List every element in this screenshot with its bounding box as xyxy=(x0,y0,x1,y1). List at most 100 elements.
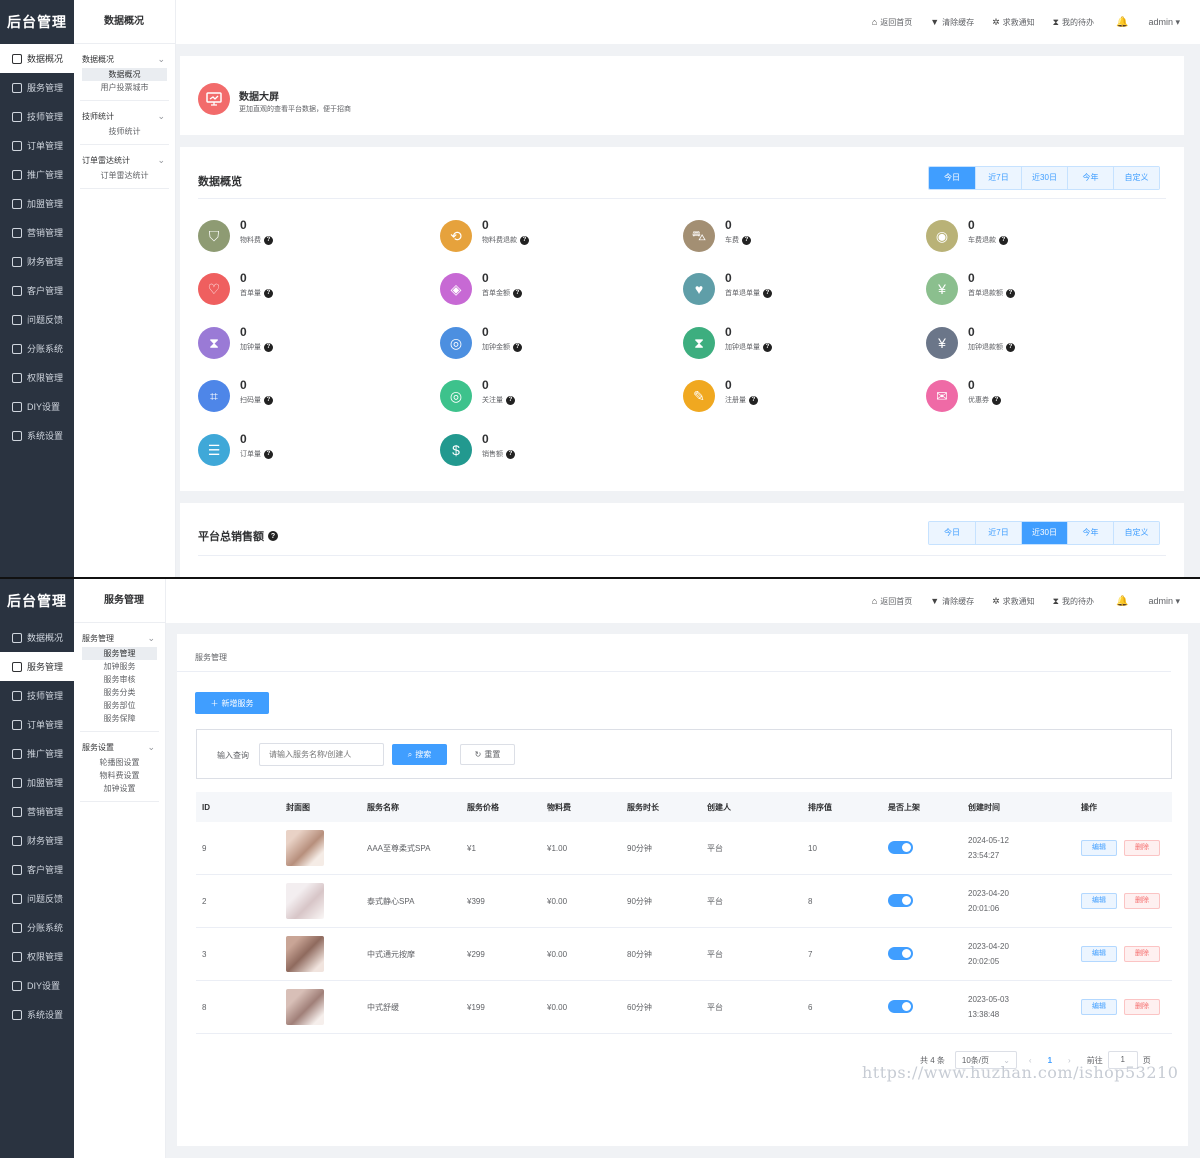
edit-button[interactable]: 编辑 xyxy=(1081,946,1117,962)
tab-custom[interactable]: 自定义 xyxy=(1113,167,1159,189)
submenu-item[interactable]: 加钟设置 xyxy=(103,784,136,793)
submenu-group-header[interactable]: 技师统计 ⌄ xyxy=(82,110,165,121)
sidebar-item-split[interactable]: 分账系统 xyxy=(0,334,74,363)
submenu-item[interactable]: 服务部位 xyxy=(103,701,136,710)
submenu-group-header[interactable]: 服务管理 ⌄ xyxy=(82,632,155,643)
delete-button[interactable]: 删除 xyxy=(1124,999,1160,1015)
sidebar-item-customer[interactable]: 客户管理 xyxy=(0,855,74,884)
help-icon[interactable]: ? xyxy=(264,395,273,405)
help-icon[interactable]: ? xyxy=(513,288,522,298)
sidebar-item-diy[interactable]: DIY设置 xyxy=(0,392,74,421)
help-icon[interactable]: ? xyxy=(264,449,273,459)
tab-30days[interactable]: 近30日 xyxy=(1021,167,1067,189)
edit-button[interactable]: 编辑 xyxy=(1081,999,1117,1015)
goto-input[interactable]: 1 xyxy=(1107,1051,1138,1069)
help-icon[interactable]: ? xyxy=(992,395,1001,405)
todo-link[interactable]: ⧗ 我的待办 xyxy=(1052,16,1094,27)
tab-today[interactable]: 今日 xyxy=(929,167,975,189)
sidebar-item-franchise[interactable]: 加盟管理 xyxy=(0,768,74,797)
tab-year[interactable]: 今年 xyxy=(1067,167,1113,189)
delete-button[interactable]: 删除 xyxy=(1124,946,1160,962)
sidebar-item-settings[interactable]: 系统设置 xyxy=(0,1000,74,1029)
reset-button[interactable]: ↻ 重置 xyxy=(460,744,515,765)
listing-toggle[interactable] xyxy=(888,946,913,960)
sidebar-item-technician[interactable]: 技师管理 xyxy=(0,681,74,710)
user-menu[interactable]: admin ▾ xyxy=(1148,16,1180,27)
sidebar-item-finance[interactable]: 财务管理 xyxy=(0,826,74,855)
submenu-item[interactable]: 服务分类 xyxy=(103,688,136,697)
sidebar-item-customer[interactable]: 客户管理 xyxy=(0,276,74,305)
banner-card[interactable]: 数据大屏 更加直观的查看平台数据，便于招商 xyxy=(180,56,1184,135)
submenu-item[interactable]: 数据概况 xyxy=(82,68,167,81)
submenu-item[interactable]: 物料费设置 xyxy=(99,771,140,780)
sos-link[interactable]: ✲ 求救通知 xyxy=(992,595,1035,606)
bell-icon[interactable]: 🔔 xyxy=(1116,595,1129,607)
prev-page-icon[interactable]: ‹ xyxy=(1028,1055,1032,1065)
sos-link[interactable]: ✲ 求救通知 xyxy=(992,16,1035,27)
help-icon[interactable]: ? xyxy=(506,449,515,459)
help-icon[interactable]: ? xyxy=(1006,342,1015,352)
sidebar-item-promo[interactable]: 推广管理 xyxy=(0,739,74,768)
sidebar-item-technician[interactable]: 技师管理 xyxy=(0,102,74,131)
sidebar-item-service[interactable]: 服务管理 xyxy=(0,652,74,681)
search-input[interactable] xyxy=(259,743,384,766)
sidebar-item-order[interactable]: 订单管理 xyxy=(0,131,74,160)
delete-button[interactable]: 删除 xyxy=(1124,893,1160,909)
help-icon[interactable]: ? xyxy=(763,288,772,298)
tab-custom[interactable]: 自定义 xyxy=(1113,522,1159,544)
submenu-group-header[interactable]: 数据概况 ⌄ xyxy=(82,53,165,64)
tab-30days[interactable]: 近30日 xyxy=(1021,522,1067,544)
delete-button[interactable]: 删除 xyxy=(1124,840,1160,856)
help-icon[interactable]: ? xyxy=(520,235,529,245)
sidebar-item-data[interactable]: 数据概况 xyxy=(0,623,74,652)
user-menu[interactable]: admin ▾ xyxy=(1148,595,1180,606)
submenu-item[interactable]: 用户投票城市 xyxy=(100,83,149,92)
sidebar-item-diy[interactable]: DIY设置 xyxy=(0,971,74,1000)
search-button[interactable]: ⌕ 搜索 xyxy=(392,744,447,765)
clear-cache-link[interactable]: ▼ 清除缓存 xyxy=(930,596,975,606)
submenu-item[interactable]: 轮播图设置 xyxy=(99,758,140,767)
submenu-item[interactable]: 服务保障 xyxy=(103,714,136,723)
submenu-item[interactable]: 服务审核 xyxy=(103,675,136,684)
sidebar-item-permission[interactable]: 权限管理 xyxy=(0,942,74,971)
listing-toggle[interactable] xyxy=(888,893,913,907)
sidebar-item-settings[interactable]: 系统设置 xyxy=(0,421,74,450)
help-icon[interactable]: ? xyxy=(264,235,273,245)
bell-icon[interactable]: 🔔 xyxy=(1116,16,1129,28)
sidebar-item-service[interactable]: 服务管理 xyxy=(0,73,74,102)
help-icon[interactable]: ? xyxy=(742,235,751,245)
submenu-group-header[interactable]: 服务设置 ⌄ xyxy=(82,741,155,752)
todo-link[interactable]: ⧗ 我的待办 xyxy=(1052,595,1094,606)
listing-toggle[interactable] xyxy=(888,840,913,854)
edit-button[interactable]: 编辑 xyxy=(1081,893,1117,909)
help-icon[interactable]: ? xyxy=(513,342,522,352)
sidebar-item-promo[interactable]: 推广管理 xyxy=(0,160,74,189)
submenu-item[interactable]: 加钟服务 xyxy=(103,662,136,671)
sidebar-item-marketing[interactable]: 营销管理 xyxy=(0,797,74,826)
sidebar-item-split[interactable]: 分账系统 xyxy=(0,913,74,942)
home-link[interactable]: ⌂ 返回首页 xyxy=(871,596,913,606)
sidebar-item-franchise[interactable]: 加盟管理 xyxy=(0,189,74,218)
tab-year[interactable]: 今年 xyxy=(1067,522,1113,544)
next-page-icon[interactable]: › xyxy=(1068,1055,1071,1065)
help-icon[interactable]: ? xyxy=(264,288,273,298)
listing-toggle[interactable] xyxy=(888,999,913,1013)
tab-7days[interactable]: 近7日 xyxy=(975,167,1021,189)
sidebar-item-permission[interactable]: 权限管理 xyxy=(0,363,74,392)
sidebar-item-finance[interactable]: 财务管理 xyxy=(0,247,74,276)
add-service-button[interactable]: ＋新增服务 xyxy=(195,692,269,714)
page-number[interactable]: 1 xyxy=(1047,1055,1053,1065)
submenu-item[interactable]: 服务管理 xyxy=(82,647,157,660)
help-icon[interactable]: ? xyxy=(763,342,772,352)
sidebar-item-order[interactable]: 订单管理 xyxy=(0,710,74,739)
help-icon[interactable]: ? xyxy=(264,342,273,352)
help-icon[interactable]: ? xyxy=(999,235,1008,245)
sidebar-item-feedback[interactable]: 问题反馈 xyxy=(0,305,74,334)
tab-7days[interactable]: 近7日 xyxy=(975,522,1021,544)
sidebar-item-feedback[interactable]: 问题反馈 xyxy=(0,884,74,913)
submenu-item[interactable]: 订单雷达统计 xyxy=(100,171,149,180)
help-icon[interactable]: ? xyxy=(506,395,515,405)
help-icon[interactable]: ? xyxy=(1006,288,1015,298)
submenu-item[interactable]: 技师统计 xyxy=(108,127,141,136)
sidebar-item-data[interactable]: 数据概况 xyxy=(0,44,74,73)
